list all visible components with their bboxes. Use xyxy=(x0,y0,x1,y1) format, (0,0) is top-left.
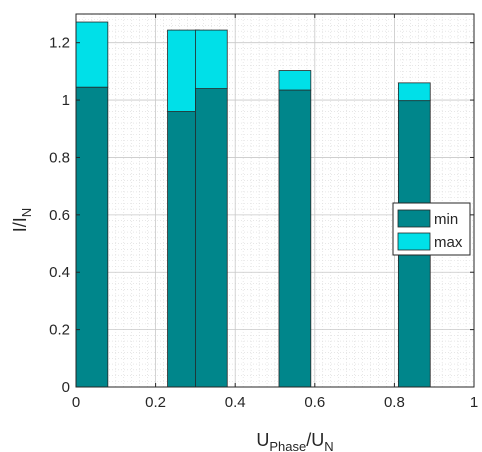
y-tick-labels: 0 0.2 0.4 0.6 0.8 1 1.2 xyxy=(49,35,70,396)
bar-max-3 xyxy=(278,70,312,91)
legend-swatch-max xyxy=(397,232,431,251)
x-tick-label: 0 xyxy=(72,394,80,411)
x-tick-label: 0.4 xyxy=(225,394,246,411)
y-tick-label: 0 xyxy=(62,379,70,396)
y-tick-label: 0.2 xyxy=(49,322,70,339)
bar-max-2 xyxy=(194,29,228,89)
y-tick-label: 0.6 xyxy=(49,207,70,224)
bar-min-2 xyxy=(194,88,228,388)
legend-label-max: max xyxy=(434,234,463,251)
y-axis-label: I/IN xyxy=(10,208,34,232)
bars xyxy=(75,21,431,388)
x-tick-label: 1 xyxy=(470,394,478,411)
y-tick-label: 0.4 xyxy=(49,264,70,281)
legend-label-min: min xyxy=(434,211,458,228)
y-tick-label: 1.2 xyxy=(49,35,70,52)
legend-swatch-min xyxy=(397,209,431,228)
bar-min-0 xyxy=(75,86,109,388)
y-tick-label: 1 xyxy=(62,92,70,109)
plot-frame xyxy=(75,13,475,388)
y-tick-label: 0.8 xyxy=(49,149,70,166)
legend: min max xyxy=(392,202,471,256)
x-tick-label: 0.2 xyxy=(145,394,166,411)
x-tick-labels: 0 0.2 0.4 0.6 0.8 1 xyxy=(72,394,478,411)
x-tick-label: 0.8 xyxy=(384,394,405,411)
ticks xyxy=(75,14,475,388)
x-axis-label: UPhase/UN xyxy=(256,430,333,452)
bar-min-1 xyxy=(167,111,200,388)
x-tick-label: 0.6 xyxy=(304,394,325,411)
bar-min-3 xyxy=(278,89,312,388)
bar-max-1 xyxy=(167,29,200,112)
bar-max-0 xyxy=(75,21,109,88)
bar-max-4 xyxy=(397,82,431,102)
